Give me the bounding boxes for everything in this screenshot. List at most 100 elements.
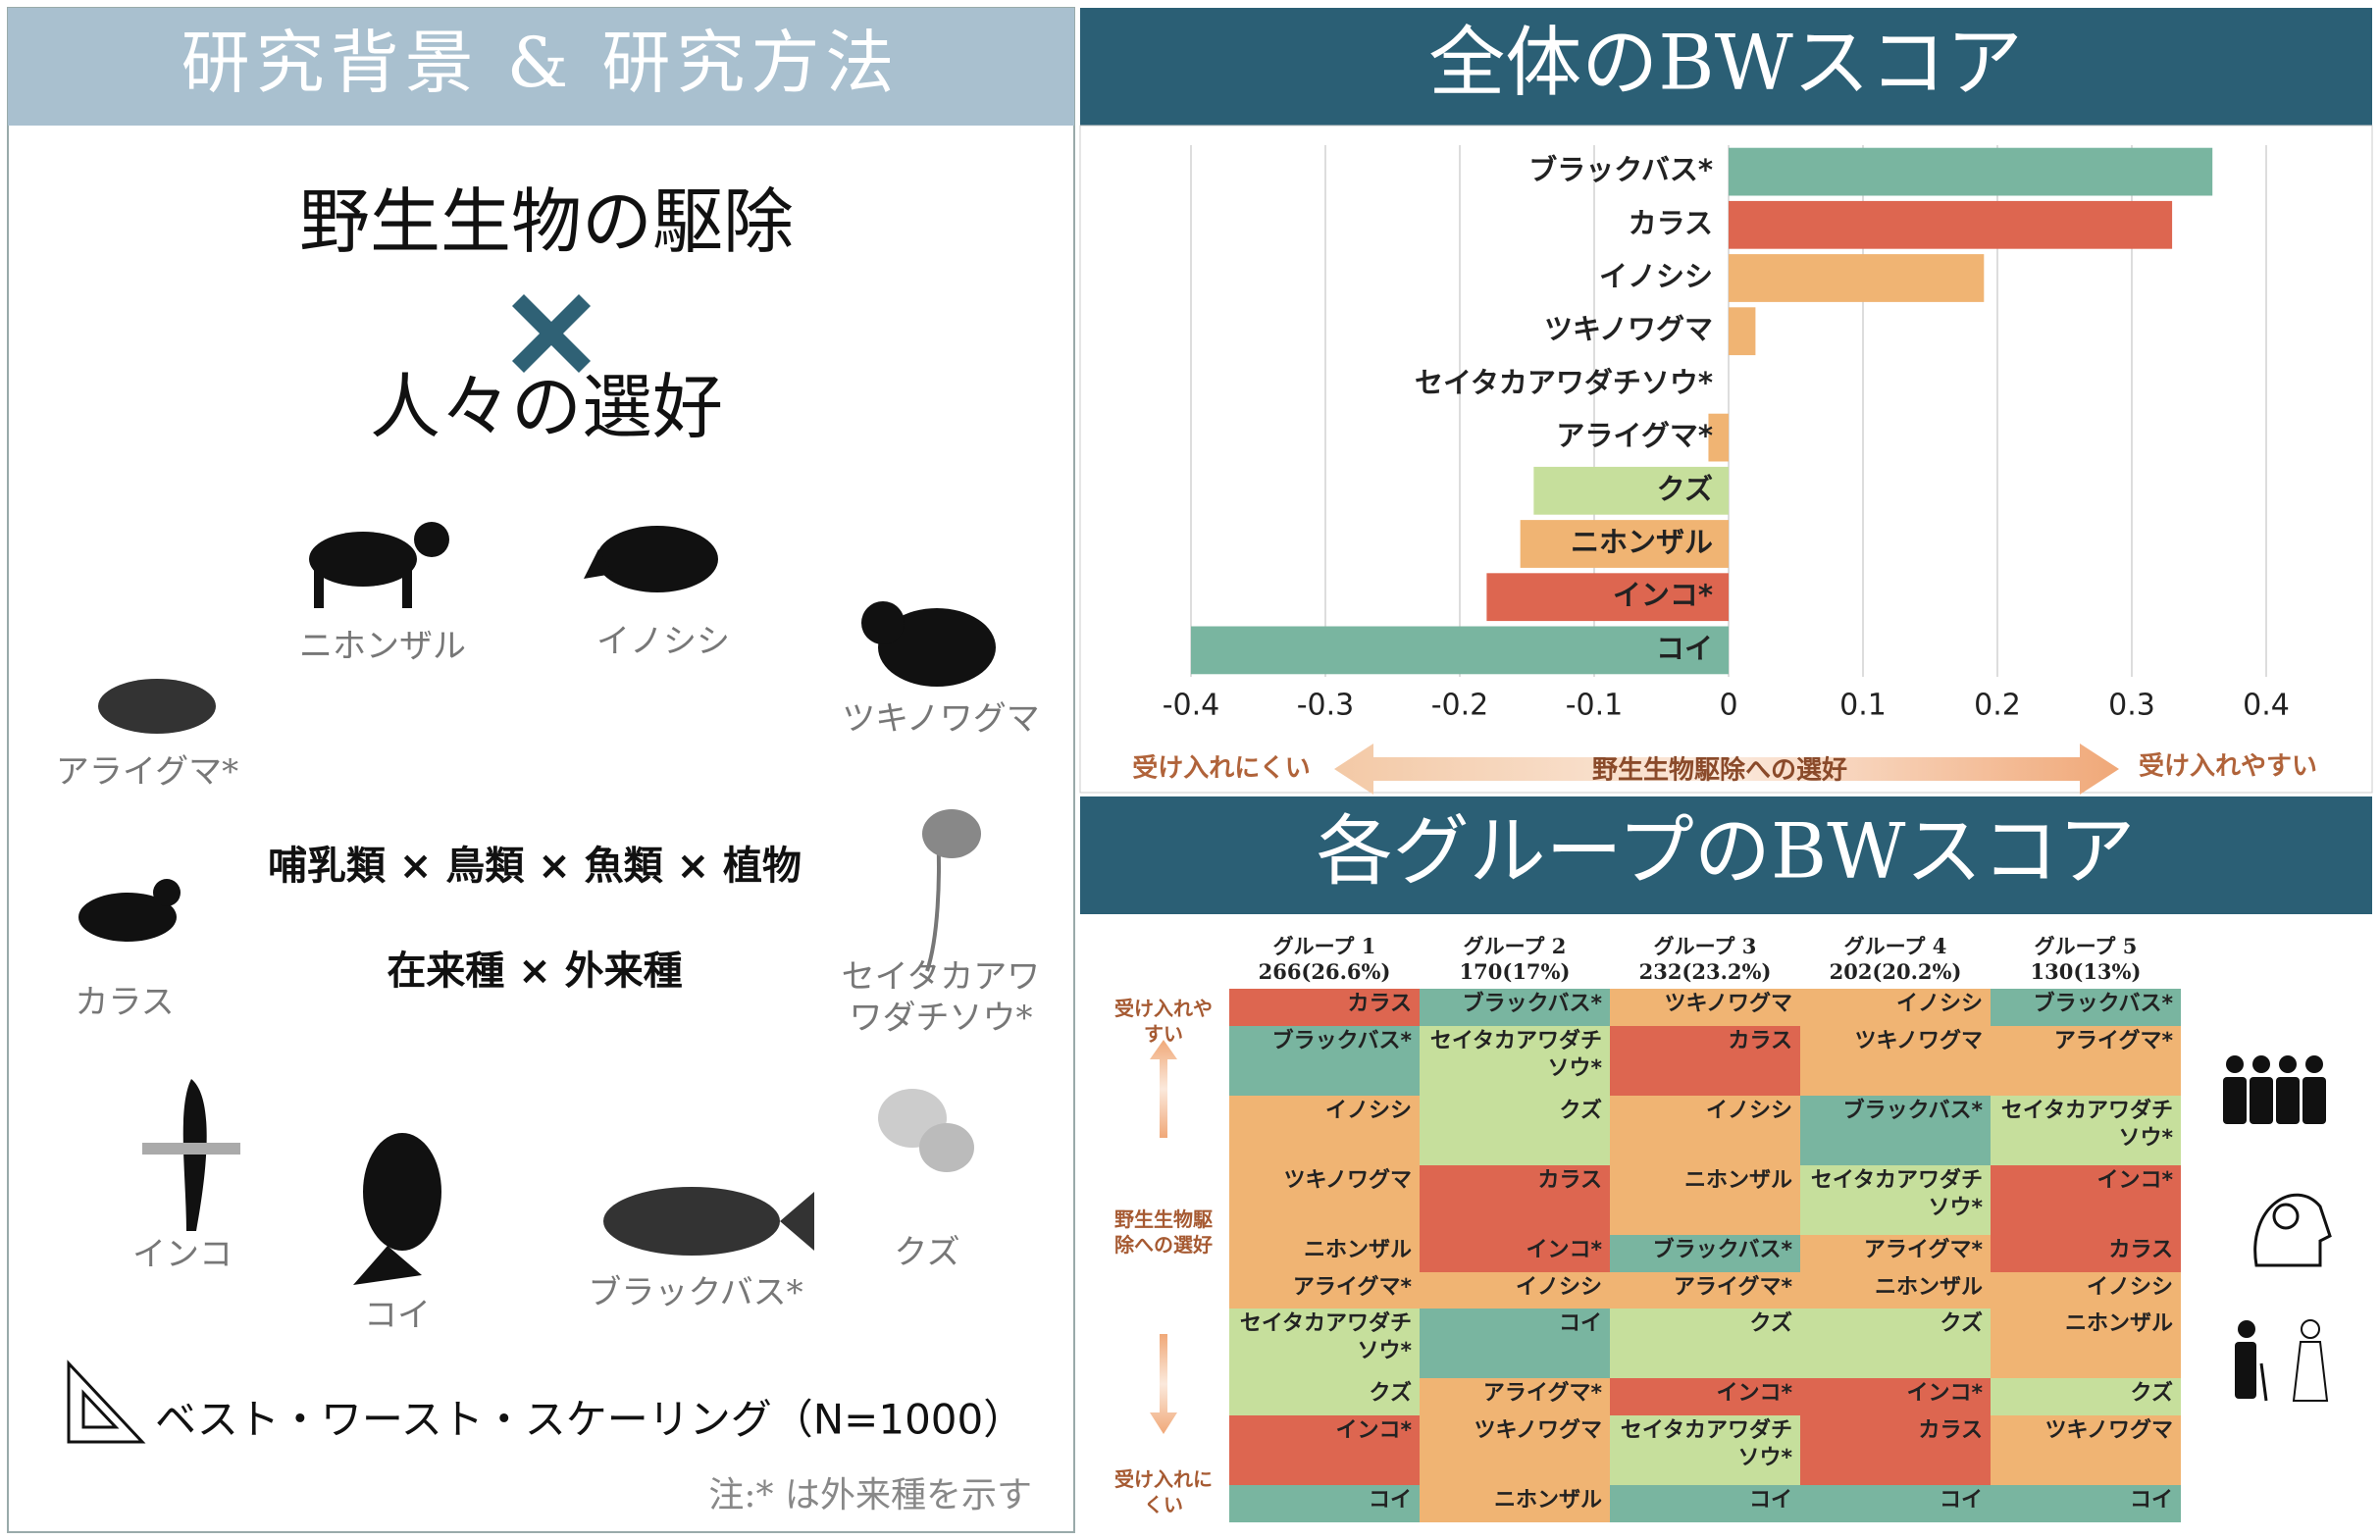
group-cell: ニホンザル <box>1991 1309 2181 1379</box>
chart-header: 全体のBWスコア <box>1428 20 2023 108</box>
group-cell: イノシシ <box>1610 1095 1800 1165</box>
group-cell: ブラックバス* <box>1991 989 2181 1026</box>
group-cell: セイタカアワダチソウ* <box>1991 1095 2181 1165</box>
group-cell: ニホンザル <box>1420 1485 1610 1522</box>
species-label: コイ <box>364 1296 431 1335</box>
group-name: グループ 2 <box>1463 934 1567 958</box>
species-label: セイタカアワ <box>842 957 1041 997</box>
category-label: セイタカアワダチソウ* <box>1415 366 1713 399</box>
x-tick-label: 0.3 <box>2108 689 2155 723</box>
x-tick-label: -0.2 <box>1431 689 1489 723</box>
group-row: コイ ニホンザル コイ コイ コイ <box>1229 1485 2181 1522</box>
group-cell: クズ <box>1229 1378 1420 1416</box>
group-cell: インコ* <box>1420 1234 1610 1272</box>
chart-frame <box>1079 125 2373 794</box>
category-label: ニホンザル <box>1571 526 1713 559</box>
group-cell: ニホンザル <box>1610 1164 1800 1235</box>
group-cell: クズ <box>1800 1309 1991 1379</box>
group-size: 130(13%) <box>2030 959 2142 984</box>
group-cell: セイタカアワダチソウ* <box>1800 1164 1991 1235</box>
cross-icon <box>512 294 591 373</box>
group-cell: セイタカアワダチソウ* <box>1610 1415 1800 1486</box>
group-cell: インコ* <box>1800 1378 1991 1416</box>
group-cell: ツキノワグマ <box>1229 1164 1420 1235</box>
species-label: ブラックバス* <box>588 1273 802 1312</box>
species-label: クズ <box>894 1233 959 1272</box>
group-row: クズ アライグマ* インコ* インコ* クズ <box>1229 1378 2181 1416</box>
left-title: 野生生物の駆除 <box>299 180 794 263</box>
x-tick-label: 0.4 <box>2243 689 2290 723</box>
group-axis-top: 受け入れやすい <box>1114 997 1213 1046</box>
left-header-band <box>8 8 1074 126</box>
species-label: ツキノワグマ <box>842 699 1040 739</box>
down-arrow <box>1150 1334 1177 1434</box>
species-label: アライグマ* <box>56 752 238 792</box>
x-tick-label: -0.4 <box>1163 689 1220 723</box>
group-cell: インコ* <box>1229 1415 1420 1486</box>
note: 注:* は外来種を示す <box>708 1475 1032 1515</box>
left-header: 研究背景 & 研究方法 <box>181 23 901 103</box>
group-cell: アライグマ* <box>1610 1271 1800 1309</box>
group-size: 170(17%) <box>1459 959 1571 984</box>
group-cell: カラス <box>1991 1234 2181 1272</box>
group-row: カラス ブラックバス* ツキノワグマ イノシシ ブラックバス* <box>1229 989 2181 1026</box>
species-label: ニホンザル <box>299 627 466 666</box>
group-cell: ニホンザル <box>1800 1271 1991 1309</box>
group-cell: アライグマ* <box>1991 1025 2181 1096</box>
bar <box>1520 520 1729 568</box>
group-row: セイタカアワダチソウ* コイ クズ クズ ニホンザル <box>1229 1309 2181 1379</box>
species-label: ワダチソウ* <box>850 999 1033 1038</box>
group-cell: ブラックバス* <box>1610 1234 1800 1272</box>
category-label: ツキノワグマ <box>1544 313 1713 346</box>
bar <box>1729 200 2173 249</box>
group-size: 202(20.2%) <box>1829 959 1962 984</box>
ruler-icon <box>67 1360 146 1444</box>
group-cell: カラス <box>1229 989 1420 1026</box>
group-cell: イノシシ <box>1229 1095 1420 1165</box>
group-name: グループ 3 <box>1653 934 1757 958</box>
group-cell: コイ <box>1991 1485 2181 1522</box>
category-label: ブラックバス* <box>1528 153 1713 186</box>
group-cell: カラス <box>1800 1415 1991 1486</box>
group-cell: イノシシ <box>1420 1271 1610 1309</box>
group-cell: ブラックバス* <box>1800 1095 1991 1165</box>
species-label: イノシシ <box>596 622 730 661</box>
annotation-right: 受け入れやすい <box>2139 751 2317 782</box>
group-cell: コイ <box>1229 1485 1420 1522</box>
category-label: アライグマ* <box>1556 419 1713 452</box>
group-header-band <box>1080 796 2372 914</box>
group-cell: イノシシ <box>1800 989 1991 1026</box>
chart-header-band <box>1080 8 2372 126</box>
group-name: グループ 1 <box>1272 934 1376 958</box>
group-name: グループ 4 <box>1843 934 1947 958</box>
x-tick-label: -0.3 <box>1297 689 1355 723</box>
bar <box>1729 307 1756 356</box>
species-label: カラス <box>75 983 174 1022</box>
category-label: イノシシ <box>1599 260 1713 293</box>
group-cell: ツキノワグマ <box>1420 1415 1610 1486</box>
group-cell: セイタカアワダチソウ* <box>1420 1025 1610 1096</box>
group-cell: クズ <box>1991 1378 2181 1416</box>
preference-arrow <box>1334 744 2119 795</box>
group-row: アライグマ* イノシシ アライグマ* ニホンザル イノシシ <box>1229 1271 2181 1309</box>
group-cell: アライグマ* <box>1229 1271 1420 1309</box>
method: ベスト・ワースト・スケーリング（N=1000） <box>155 1396 1024 1444</box>
left-subtitle: 人々の選好 <box>370 366 723 448</box>
group-column-header: グループ 1 266(26.6%) <box>1229 930 1420 989</box>
group-name: グループ 5 <box>2034 934 2138 958</box>
bar <box>1729 147 2213 196</box>
group-column-header: グループ 4 202(20.2%) <box>1800 930 1991 989</box>
group-row: インコ* ツキノワグマ セイタカアワダチソウ* カラス ツキノワグマ <box>1229 1415 2181 1486</box>
group-cell: ブラックバス* <box>1229 1025 1420 1096</box>
group-cell: インコ* <box>1610 1378 1800 1416</box>
group-column-header: グループ 3 232(23.2%) <box>1610 930 1800 989</box>
x-tick-label: 0.1 <box>1839 689 1887 723</box>
bar <box>1191 626 1729 675</box>
x-tick-label: 0.2 <box>1974 689 2021 723</box>
annotation-center: 野生生物駆除への選好 <box>1592 755 1847 786</box>
group-cell: インコ* <box>1991 1164 2181 1235</box>
group-cell: ツキノワグマ <box>1610 989 1800 1026</box>
